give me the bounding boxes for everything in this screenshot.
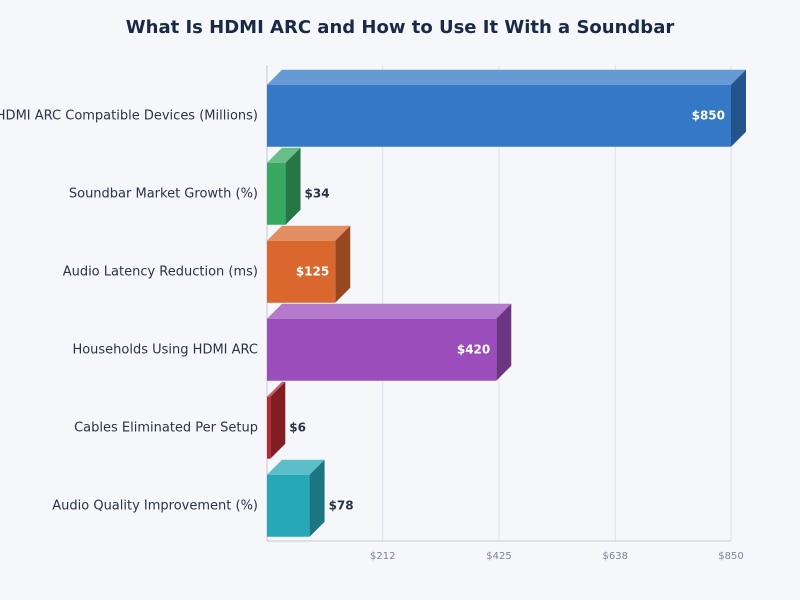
y-tick-label: Households Using HDMI ARC	[72, 342, 258, 357]
bar	[267, 84, 731, 147]
bar-side	[309, 459, 325, 537]
bar-top	[267, 381, 286, 397]
bar-side	[335, 225, 351, 303]
bar	[267, 474, 310, 537]
bar-top	[267, 69, 746, 85]
bar-side	[496, 303, 512, 381]
y-tick-label: HDMI ARC Compatible Devices (Millions)	[0, 108, 258, 123]
x-tick-label: $212	[370, 551, 395, 562]
bar-side	[270, 381, 286, 459]
y-tick-label: Audio Latency Reduction (ms)	[63, 264, 258, 279]
bar-side	[731, 69, 746, 147]
bar	[267, 318, 497, 381]
bar	[267, 396, 271, 459]
bar-top	[267, 459, 325, 475]
bar-top	[267, 147, 301, 163]
x-tick-label: $638	[603, 551, 628, 562]
y-tick-label: Audio Quality Improvement (%)	[52, 498, 258, 513]
value-label: $34	[305, 186, 330, 200]
bar	[267, 162, 286, 225]
y-tick-label: Cables Eliminated Per Setup	[74, 420, 258, 435]
y-tick-label: Soundbar Market Growth (%)	[69, 186, 258, 201]
value-label: $850	[692, 108, 725, 122]
bar-top	[267, 225, 351, 241]
bar	[267, 240, 336, 303]
bar-side	[285, 147, 301, 225]
x-tick-label: $425	[486, 551, 511, 562]
chart-title: What Is HDMI ARC and How to Use It With …	[126, 17, 675, 38]
value-label: $78	[329, 498, 354, 512]
bar-top	[267, 303, 512, 319]
x-tick-label: $850	[718, 551, 743, 562]
value-label: $420	[457, 342, 490, 356]
value-label: $6	[289, 420, 306, 434]
value-label: $125	[296, 264, 329, 278]
